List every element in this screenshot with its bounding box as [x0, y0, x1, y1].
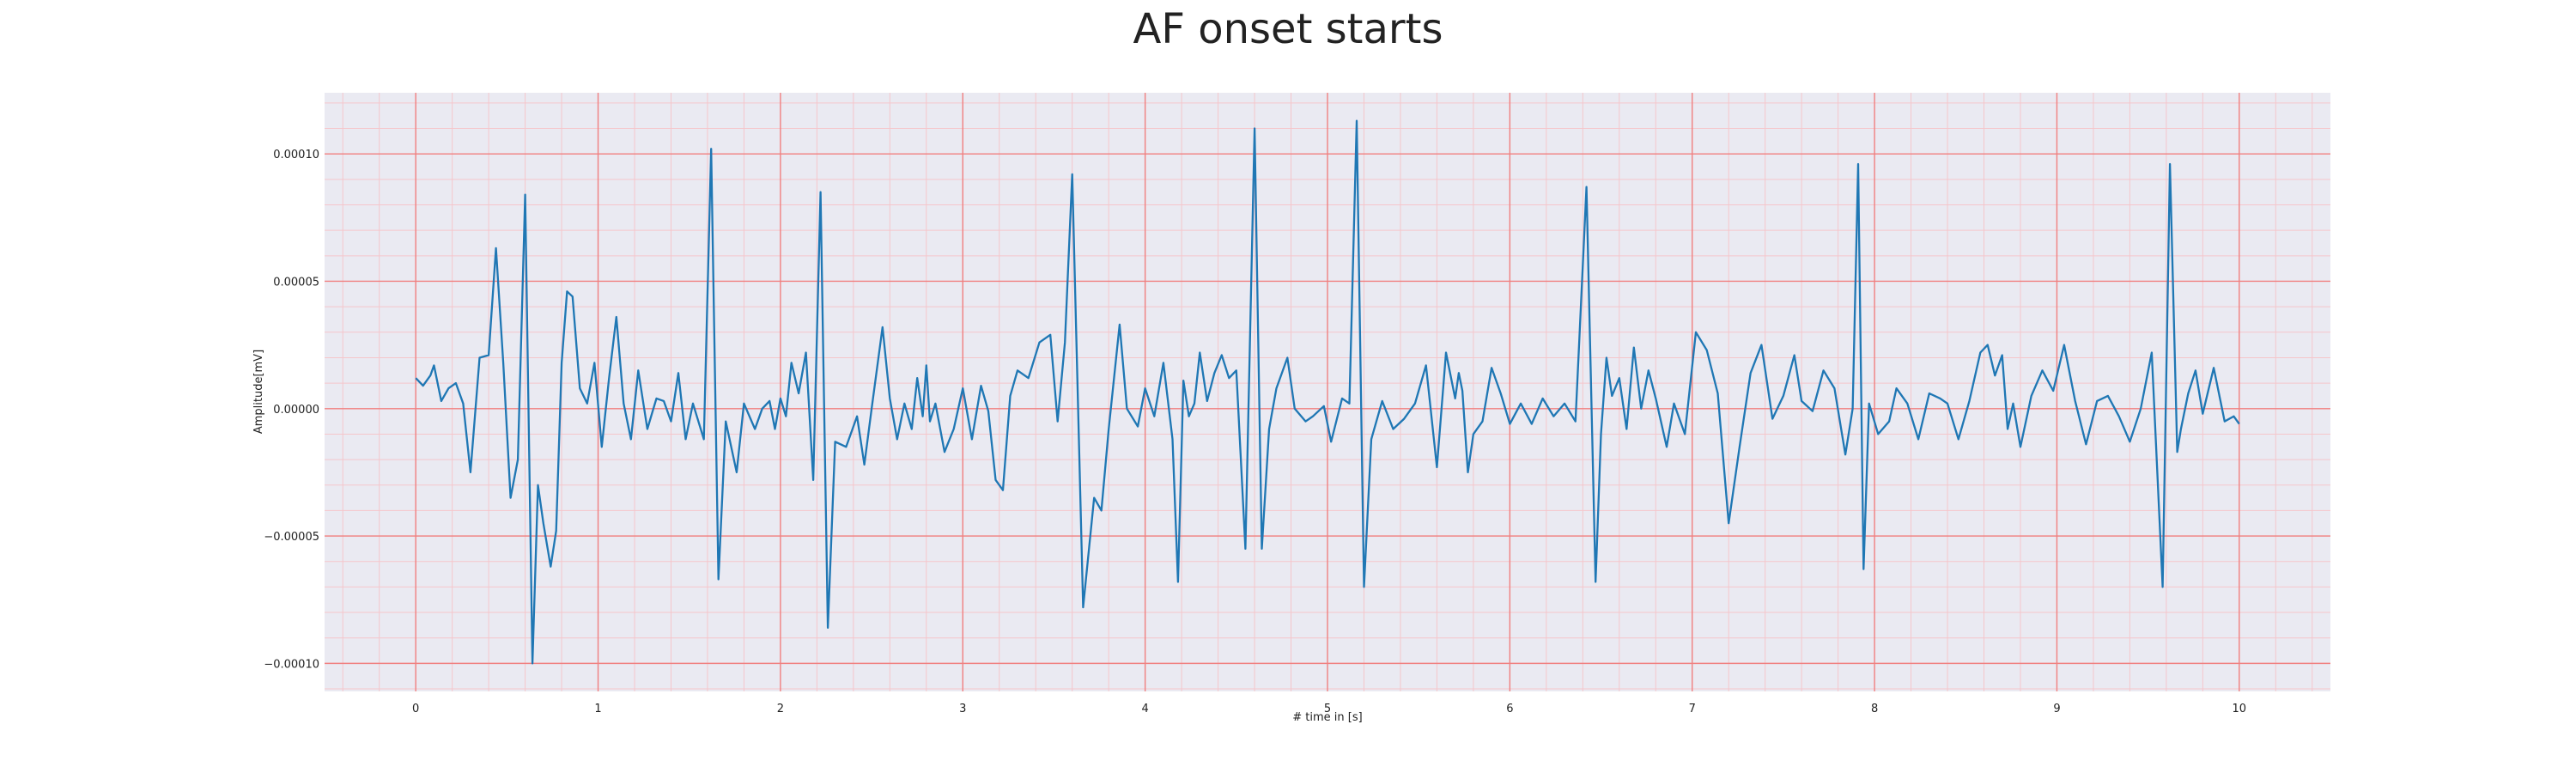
x-tick-label: 2	[777, 703, 784, 715]
x-tick-label: 10	[2233, 703, 2247, 715]
x-axis-label: # time in [s]	[1292, 711, 1362, 724]
x-tick-label: 3	[959, 703, 966, 715]
x-tick-label: 5	[1324, 703, 1331, 715]
x-tick-label: 4	[1141, 703, 1148, 715]
x-tick-label: 1	[594, 703, 601, 715]
x-axis-ticks: 0 1 2 3 4 5 6 7 8 9 10	[412, 703, 2246, 715]
major-grid	[325, 93, 2330, 691]
x-tick-label: 7	[1689, 703, 1696, 715]
y-tick-label: −0.00005	[264, 531, 319, 544]
x-tick-label: 6	[1506, 703, 1513, 715]
y-tick-label: 0.00010	[273, 149, 319, 161]
y-tick-label: 0.00005	[273, 276, 319, 289]
x-tick-label: 9	[2053, 703, 2060, 715]
x-tick-label: 0	[412, 703, 419, 715]
y-tick-label: 0.00000	[273, 404, 319, 417]
x-tick-label: 8	[1871, 703, 1878, 715]
y-axis-ticks: −0.00010 −0.00005 0.00000 0.00005 0.00010	[264, 149, 319, 671]
chart-title: AF onset starts	[1133, 5, 1443, 53]
ecg-signal-line	[415, 119, 2240, 665]
y-axis-label: Amplitude[mV]	[252, 350, 265, 434]
y-tick-label: −0.00010	[264, 658, 319, 671]
